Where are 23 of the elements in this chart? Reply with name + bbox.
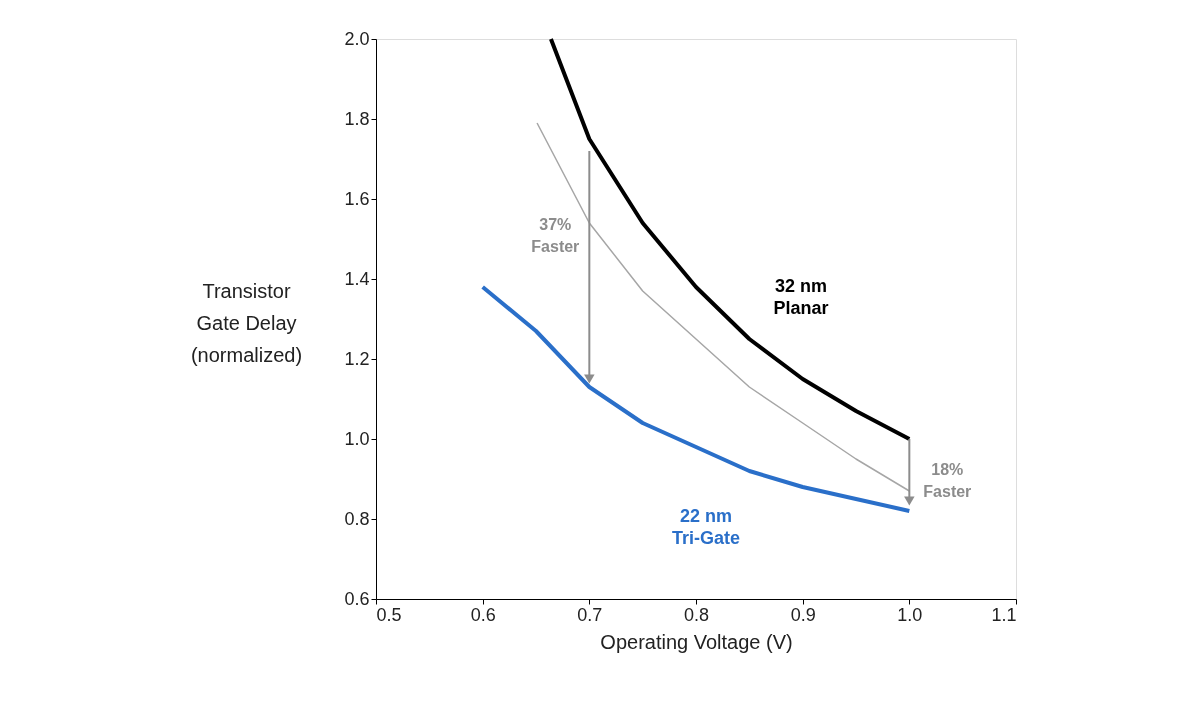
y-tick-label: 1.2 [344, 348, 370, 369]
x-tick-label: 1.1 [991, 604, 1017, 625]
x-tick-label: 0.5 [376, 604, 402, 625]
annotation: 37% Faster [531, 216, 580, 255]
y-tick-label: 0.6 [344, 588, 370, 609]
annotation: 18% Faster [923, 461, 972, 500]
x-tick-label: 1.0 [897, 604, 923, 625]
y-tick-label: 1.4 [344, 268, 370, 289]
y-tick-label: 1.6 [344, 188, 370, 209]
text: 22 nm Tri-Gate [671, 506, 741, 548]
series-label: 32 nm Planar [773, 276, 829, 318]
text: Gate Delay [196, 311, 297, 334]
x-tick-label: 0.6 [470, 604, 496, 625]
x-axis-title: Operating Voltage (V) [600, 630, 793, 653]
y-tick-label: 0.8 [344, 508, 370, 529]
y-tick-label: 1.0 [344, 428, 370, 449]
x-tick-label: 0.7 [577, 604, 603, 625]
text: Transistor [202, 279, 291, 302]
x-tick-label: 0.9 [790, 604, 816, 625]
y-tick-label: 1.8 [344, 108, 370, 129]
x-tick-label: 0.8 [683, 604, 710, 625]
text: (normalized) [190, 343, 303, 366]
y-tick-label: 2.0 [344, 28, 370, 49]
